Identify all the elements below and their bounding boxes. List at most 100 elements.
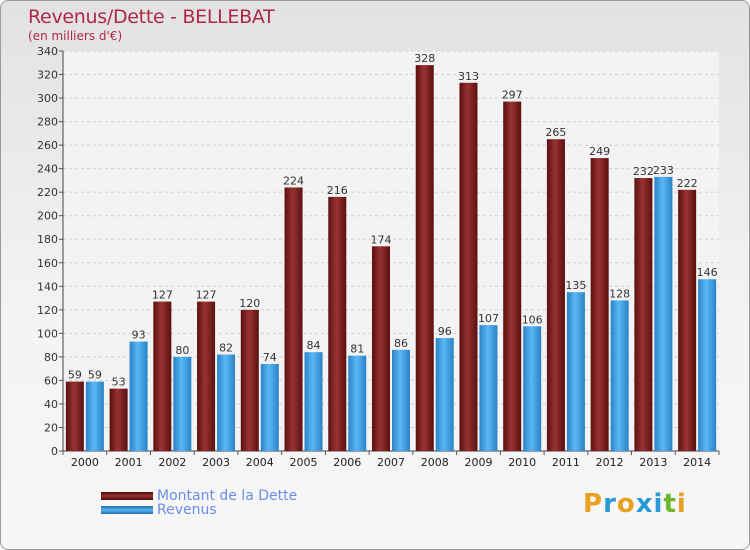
- bar-revenus: [610, 300, 629, 451]
- data-label-dette: 216: [327, 184, 348, 197]
- data-label-dette: 313: [458, 70, 479, 83]
- x-tick-label: 2009: [464, 456, 492, 469]
- data-label-dette: 224: [283, 174, 304, 187]
- x-tick-label: 2012: [596, 456, 624, 469]
- bar-dette: [590, 158, 609, 451]
- data-label-revenus: 146: [697, 266, 718, 279]
- data-label-dette: 249: [589, 145, 610, 158]
- data-label-revenus: 128: [609, 287, 630, 300]
- bar-revenus: [479, 325, 498, 451]
- x-tick-label: 2001: [115, 456, 143, 469]
- legend-swatch-revenus: [101, 506, 153, 514]
- data-label-revenus: 96: [438, 325, 452, 338]
- data-label-dette: 53: [112, 376, 126, 389]
- data-label-revenus: 93: [132, 329, 146, 342]
- data-label-revenus: 84: [307, 339, 321, 352]
- y-tick-label: 240: [37, 163, 58, 176]
- bar-dette: [328, 196, 347, 451]
- chart-subtitle: (en milliers d'€): [28, 29, 123, 43]
- bar-revenus: [173, 356, 192, 451]
- bar-dette: [678, 189, 697, 451]
- y-tick-label: 320: [37, 69, 58, 82]
- x-tick-label: 2006: [333, 456, 361, 469]
- x-tick-label: 2003: [202, 456, 230, 469]
- bar-revenus: [85, 381, 104, 451]
- x-tick-label: 2000: [71, 456, 99, 469]
- chart-title: Revenus/Dette - BELLEBAT: [28, 6, 275, 28]
- bar-revenus: [654, 176, 673, 451]
- bar-dette: [109, 388, 128, 451]
- bar-revenus: [566, 292, 585, 451]
- data-label-dette: 127: [152, 289, 173, 302]
- data-label-dette: 174: [371, 233, 392, 246]
- bar-revenus: [698, 279, 717, 451]
- bar-revenus: [523, 326, 542, 451]
- bar-dette: [197, 301, 216, 451]
- data-label-revenus: 233: [653, 164, 674, 177]
- y-tick-label: 280: [37, 116, 58, 129]
- bar-revenus: [435, 338, 454, 451]
- data-label-dette: 265: [545, 126, 566, 139]
- y-tick-label: 120: [37, 304, 58, 317]
- x-tick-label: 2014: [683, 456, 711, 469]
- plot-area: [63, 51, 719, 451]
- proxiti-logo: Proxiti: [583, 489, 687, 519]
- x-tick-label: 2002: [158, 456, 186, 469]
- bar-dette: [634, 178, 653, 451]
- y-tick-label: 80: [44, 351, 58, 364]
- bar-revenus: [392, 349, 410, 451]
- logo-letter: t: [663, 489, 677, 519]
- bar-dette: [415, 65, 434, 451]
- x-tick-label: 2007: [377, 456, 405, 469]
- bar-dette: [503, 101, 522, 452]
- x-tick-label: 2013: [639, 456, 667, 469]
- y-tick-label: 20: [44, 421, 58, 434]
- bar-revenus: [260, 363, 279, 451]
- data-label-revenus: 86: [394, 337, 408, 350]
- data-label-revenus: 80: [175, 344, 189, 357]
- x-tick-label: 2010: [508, 456, 536, 469]
- data-label-revenus: 135: [565, 279, 586, 292]
- bar-dette: [153, 301, 172, 451]
- y-tick-label: 200: [37, 210, 58, 223]
- legend-swatch-dette: [101, 492, 153, 500]
- y-tick-label: 220: [37, 186, 58, 199]
- data-label-dette: 232: [633, 165, 654, 178]
- legend-label-dette: Montant de la Dette: [157, 488, 298, 504]
- y-tick-label: 140: [37, 280, 58, 293]
- y-tick-label: 180: [37, 233, 58, 246]
- logo-letter: x: [635, 489, 654, 519]
- legend-item-dette: Montant de la Dette: [101, 488, 298, 504]
- y-tick-label: 160: [37, 257, 58, 270]
- x-tick-label: 2011: [552, 456, 580, 469]
- legend-item-revenus: Revenus: [101, 502, 217, 518]
- y-tick-label: 260: [37, 139, 58, 152]
- bar-revenus: [304, 352, 323, 451]
- bar-dette: [240, 309, 259, 451]
- data-label-dette: 297: [502, 89, 523, 102]
- bar-revenus: [129, 341, 148, 451]
- data-label-revenus: 81: [350, 343, 364, 356]
- data-label-dette: 328: [414, 52, 435, 65]
- y-tick-label: 40: [44, 398, 58, 411]
- data-label-dette: 59: [68, 369, 82, 382]
- data-label-dette: 127: [196, 289, 217, 302]
- y-tick-label: 100: [37, 327, 58, 340]
- bar-revenus: [217, 354, 236, 451]
- legend-label-revenus: Revenus: [157, 502, 217, 518]
- y-tick-label: 340: [37, 45, 58, 58]
- bar-dette: [372, 246, 390, 451]
- y-tick-label: 0: [51, 445, 58, 458]
- bar-dette: [65, 381, 84, 451]
- logo-letter: o: [616, 489, 636, 519]
- data-label-revenus: 107: [478, 312, 499, 325]
- data-label-revenus: 82: [219, 342, 233, 355]
- data-label-revenus: 74: [263, 351, 277, 364]
- x-tick-label: 2008: [421, 456, 449, 469]
- data-label-dette: 222: [677, 177, 698, 190]
- y-tick-label: 60: [44, 374, 58, 387]
- x-tick-label: 2004: [246, 456, 274, 469]
- logo-letter: P: [583, 489, 604, 519]
